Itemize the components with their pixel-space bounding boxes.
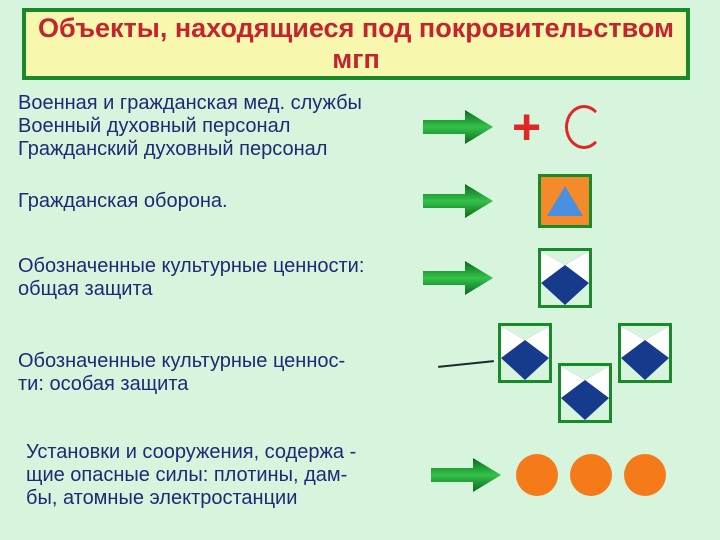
label-dangerous-forces: Установки и сооружения, содержа - щие оп… [18, 441, 426, 510]
cultural-shield-icon [558, 363, 612, 423]
oblique-line [438, 360, 494, 368]
cultural-triple-icon [498, 323, 698, 423]
orange-dot-icon [570, 454, 612, 496]
icons-medical: + [498, 102, 708, 152]
row-medical: Военная и гражданская мед. службы Военны… [18, 92, 708, 161]
red-crescent-icon [561, 105, 605, 149]
arrow-icon [418, 261, 498, 295]
row-civil-defense: Гражданская оборона. [18, 176, 708, 226]
cultural-shield-icon [498, 323, 552, 383]
page-title: Объекты, находящиеся под покровительство… [26, 13, 686, 75]
cultural-shield-icon [538, 248, 592, 308]
arrow-icon [426, 458, 506, 492]
title-box: Объекты, находящиеся под покровительство… [22, 8, 690, 80]
label-cultural-general: Обозначенные культурные ценности: общая … [18, 255, 418, 301]
arrow-icon [418, 184, 498, 218]
row-cultural-general: Обозначенные культурные ценности: общая … [18, 248, 708, 308]
orange-dot-icon [516, 454, 558, 496]
civil-defense-icon [538, 174, 592, 228]
icons-cultural-general [498, 248, 708, 308]
label-civil-defense: Гражданская оборона. [18, 190, 418, 213]
row-cultural-special: Обозначенные культурные ценнос- ти: особ… [18, 328, 708, 418]
cultural-shield-icon [618, 323, 672, 383]
red-cross-icon: + [498, 102, 551, 152]
row-dangerous-forces: Установки и сооружения, содержа - щие оп… [18, 440, 708, 510]
icons-civil-defense [498, 174, 708, 228]
label-medical: Военная и гражданская мед. службы Военны… [18, 92, 418, 161]
label-cultural-special: Обозначенные культурные ценнос- ти: особ… [18, 350, 418, 396]
icons-dangerous-forces [506, 454, 708, 496]
orange-dot-icon [624, 454, 666, 496]
icons-cultural-special [498, 323, 708, 423]
arrow-icon [418, 110, 498, 144]
